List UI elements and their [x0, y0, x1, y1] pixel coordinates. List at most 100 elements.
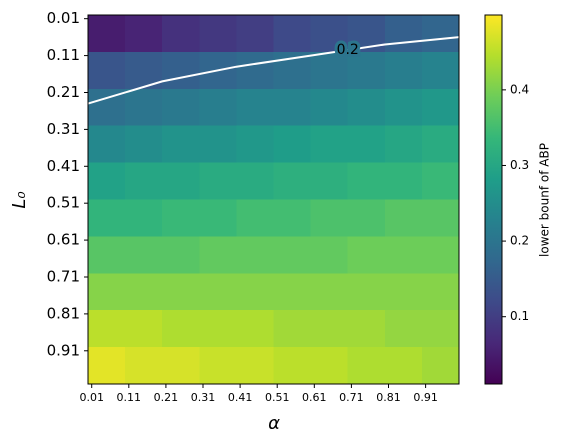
heat-cell [421, 199, 460, 237]
heat-cell [384, 51, 423, 90]
heat-cell [236, 51, 275, 90]
heat-cell [162, 199, 200, 237]
heat-cell [347, 88, 386, 127]
heat-cell [421, 162, 460, 201]
heat-cell [88, 162, 126, 201]
heat-cell [347, 199, 386, 237]
heat-cell [125, 273, 163, 311]
heat-cell [199, 310, 237, 348]
heat-cell [125, 310, 163, 348]
heat-cell [88, 273, 126, 311]
heat-cell [384, 125, 423, 164]
heat-cell [421, 15, 460, 53]
heat-cell [310, 88, 349, 127]
y-tick-label: 0.61 [47, 231, 80, 249]
heat-cell [236, 15, 275, 53]
heat-cell [199, 162, 237, 201]
colorbar-tick-label: 0.4 [510, 82, 529, 96]
heat-cell [310, 162, 349, 201]
heat-cell [162, 125, 200, 164]
heat-cell [236, 162, 275, 201]
x-tick-label: 0.01 [79, 391, 104, 404]
heat-cell [199, 88, 237, 127]
heat-cell [384, 15, 423, 53]
y-axis-label: L₀ [9, 191, 30, 208]
y-tick-label: 0.11 [47, 46, 80, 64]
heat-cell [310, 273, 349, 311]
heat-cell [199, 236, 237, 274]
heat-cell [273, 162, 312, 201]
y-tick-label: 0.51 [47, 194, 80, 212]
x-tick-label: 0.81 [376, 391, 401, 404]
y-tick-label: 0.71 [47, 267, 80, 285]
y-tick-label: 0.01 [47, 9, 80, 27]
heat-cell [236, 88, 275, 127]
heat-cell [162, 15, 200, 53]
heat-cell [347, 125, 386, 164]
heat-cell [236, 273, 275, 311]
y-tick-label: 0.31 [47, 120, 80, 138]
heat-cell [347, 162, 386, 201]
heat-cell [125, 347, 163, 385]
x-tick-label: 0.91 [413, 391, 438, 404]
heat-cell [347, 347, 386, 385]
x-tick-label: 0.21 [154, 391, 179, 404]
contour-label: 0.2 [337, 42, 359, 58]
heat-cell [273, 273, 312, 311]
heat-cell [273, 125, 312, 164]
heat-cell [273, 199, 312, 237]
heat-cell [162, 88, 200, 127]
colorbar-label: lower bounf of ABP [538, 143, 552, 257]
heat-cell [199, 199, 237, 237]
heat-cell [310, 51, 349, 90]
heat-cell [347, 310, 386, 348]
heat-cell [384, 88, 423, 127]
heat-cell [421, 310, 460, 348]
heat-cell [236, 347, 275, 385]
plot-frame [87, 14, 460, 385]
heat-cell [125, 162, 163, 201]
heat-cell [125, 15, 163, 53]
x-tick-label: 0.61 [302, 391, 327, 404]
x-tick-label: 0.11 [117, 391, 142, 404]
x-tick-label: 0.31 [191, 391, 216, 404]
heat-cell [310, 236, 349, 274]
heat-cell [384, 236, 423, 274]
heat-cell [273, 310, 312, 348]
colorbar-tick-label: 0.2 [510, 234, 529, 248]
heat-cell [421, 51, 460, 90]
heat-cell [199, 15, 237, 53]
heat-cell [88, 236, 126, 274]
y-tick-label: 0.81 [47, 304, 80, 322]
heat-cell [310, 15, 349, 53]
heat-cell [88, 15, 126, 53]
heat-cell [310, 310, 349, 348]
heat-cell [273, 236, 312, 274]
heat-cell [384, 162, 423, 201]
heat-cell [421, 273, 460, 311]
heat-cell [88, 347, 126, 385]
heat-cell [384, 199, 423, 237]
heat-cell [162, 347, 200, 385]
heat-cell [310, 199, 349, 237]
heat-cell [347, 51, 386, 90]
heat-cell [162, 162, 200, 201]
heat-cell [125, 199, 163, 237]
heat-cell [310, 347, 349, 385]
heat-cell [125, 88, 163, 127]
heat-cell [125, 125, 163, 164]
heat-cell [88, 51, 126, 90]
heat-cell [421, 88, 460, 127]
heat-cell [199, 347, 237, 385]
heat-cell [88, 310, 126, 348]
heat-cell [162, 51, 200, 90]
heat-cell [88, 199, 126, 237]
x-tick-label: 0.71 [339, 391, 364, 404]
y-tick-label: 0.41 [47, 157, 80, 175]
x-tick-label: 0.51 [265, 391, 290, 404]
heat-cell [384, 310, 423, 348]
colorbar [484, 14, 503, 385]
heat-cell [273, 88, 312, 127]
colorbar-tick-label: 0.3 [510, 158, 529, 172]
